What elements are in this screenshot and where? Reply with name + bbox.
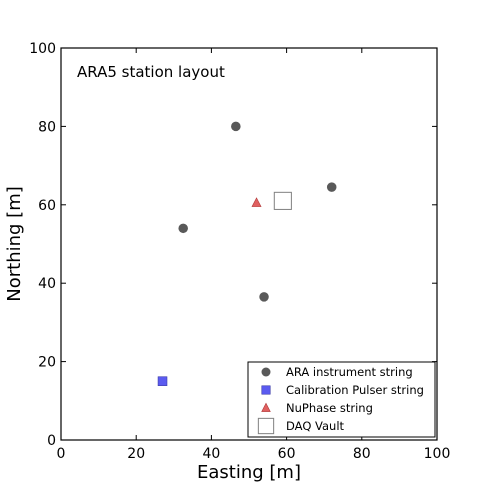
data-point — [273, 191, 292, 210]
legend-label: DAQ Vault — [286, 419, 345, 433]
y-tick-label: 100 — [29, 41, 56, 57]
legend: ARA instrument string Calibration Pulser … — [247, 361, 436, 438]
y-tick-label: 60 — [38, 198, 56, 214]
legend-marker — [261, 385, 271, 395]
legend-label: ARA instrument string — [286, 365, 413, 379]
x-tick-label: 0 — [57, 446, 66, 462]
axis-ticks: 0 20 40 60 80 100 0 20 40 60 80 100 — [29, 41, 450, 462]
y-tick-label: 80 — [38, 119, 56, 135]
y-axis-label: Northing [m] — [4, 186, 25, 301]
plot-frame — [60, 47, 438, 441]
data-point — [259, 292, 269, 302]
x-tick-label: 80 — [353, 446, 371, 462]
y-tick-label: 40 — [38, 276, 56, 292]
x-tick-label: 100 — [424, 446, 451, 462]
legend-box — [247, 361, 436, 438]
x-axis-label: Easting [m] — [197, 462, 301, 483]
x-tick-label: 20 — [127, 446, 145, 462]
legend-marker — [257, 417, 275, 435]
x-tick-label: 60 — [278, 446, 296, 462]
data-point — [231, 121, 241, 132]
y-tick-label: 20 — [38, 355, 56, 371]
data-point — [251, 197, 262, 207]
legend-marker — [261, 367, 271, 377]
data-point — [178, 223, 188, 234]
chart-annotation: ARA5 station layout — [77, 63, 225, 81]
y-tick-label: 0 — [47, 433, 56, 449]
legend-marker — [261, 402, 271, 412]
legend-label: NuPhase string — [286, 401, 373, 415]
data-point — [157, 376, 168, 386]
data-point — [326, 182, 337, 192]
data-points — [157, 121, 337, 386]
x-tick-label: 40 — [202, 446, 220, 462]
legend-label: Calibration Pulser string — [286, 383, 424, 397]
